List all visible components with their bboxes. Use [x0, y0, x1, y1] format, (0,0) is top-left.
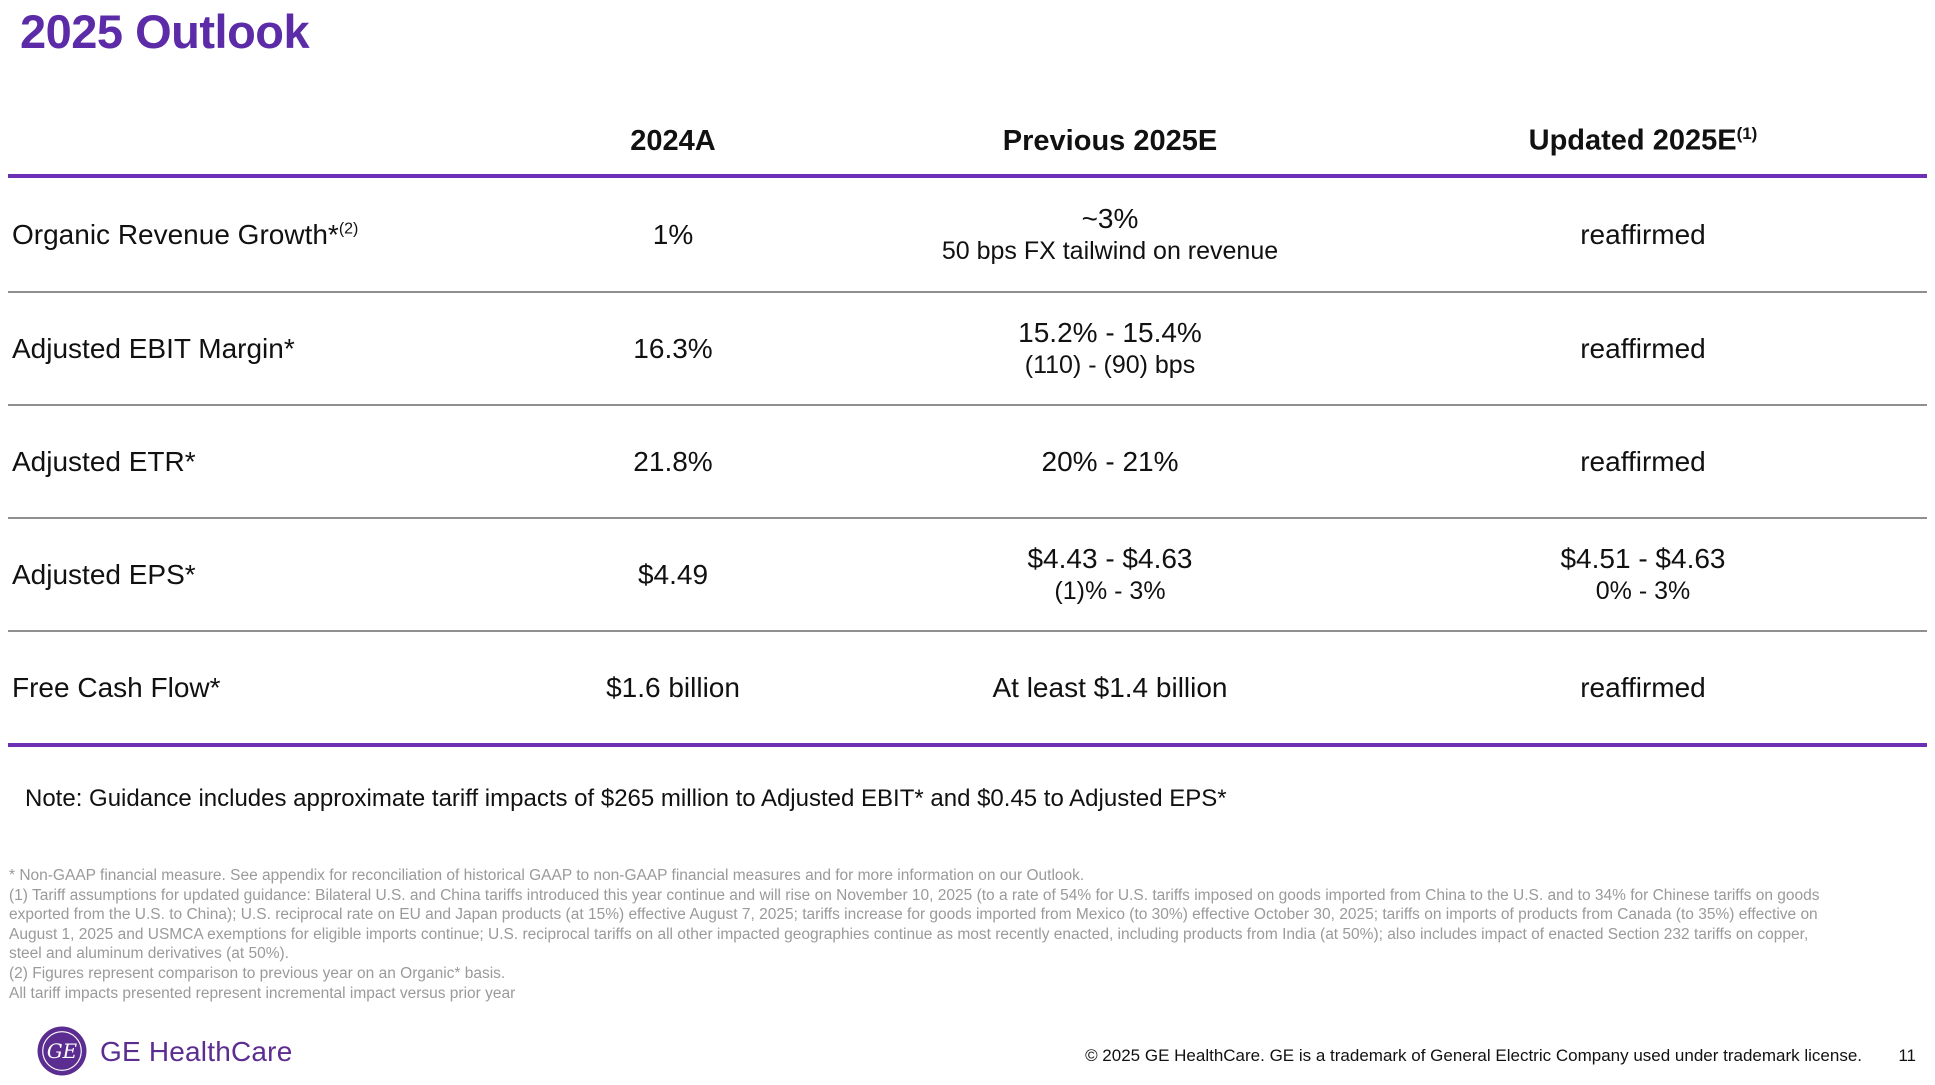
copyright-text: © 2025 GE HealthCare. GE is a trademark … — [1085, 1046, 1862, 1065]
cell-updated-line1: reaffirmed — [1580, 445, 1706, 477]
header-2024a: 2024A — [630, 125, 716, 157]
cell-previous-line2: (1)% - 3% — [1054, 577, 1166, 605]
outlook-table: 2024A Previous 2025E Updated 2025E(1) Or… — [8, 100, 1927, 747]
cell-updated-line2: 0% - 3% — [1595, 577, 1691, 605]
cell-previous-line1: 20% - 21% — [1041, 445, 1179, 477]
table-row-free-cash-flow: Free Cash Flow* $1.6 billion At least $1… — [8, 630, 1927, 743]
header-metric — [8, 158, 485, 174]
header-updated-2025e: Updated 2025E(1) — [1359, 124, 1927, 174]
table-header-row: 2024A Previous 2025E Updated 2025E(1) — [8, 100, 1927, 178]
table-row-organic-revenue-growth: Organic Revenue Growth*(2) 1% ~3% 50 bps… — [8, 178, 1927, 291]
cell-updated: reaffirmed — [1359, 672, 1927, 704]
table-row-adjusted-etr: Adjusted ETR* 21.8% 20% - 21% reaffirmed — [8, 404, 1927, 517]
footnote-line: August 1, 2025 and USMCA exemptions for … — [9, 925, 1809, 943]
footnotes: * Non-GAAP financial measure. See append… — [9, 866, 1931, 1003]
cell-updated: reaffirmed — [1359, 219, 1927, 251]
cell-previous: ~3% 50 bps FX tailwind on revenue — [861, 203, 1359, 266]
header-updated-2025e-text: Updated 2025E — [1528, 125, 1737, 157]
cell-previous-line1: At least $1.4 billion — [992, 671, 1228, 703]
table-row-adjusted-ebit-margin: Adjusted EBIT Margin* 16.3% 15.2% - 15.4… — [8, 291, 1927, 404]
footnote-line: steel and aluminum derivatives (at 50%). — [9, 945, 289, 963]
footnote-line: (1) Tariff assumptions for updated guida… — [9, 886, 1820, 904]
cell-previous-line1: $4.43 - $4.63 — [1027, 543, 1193, 574]
row-label-text: Adjusted EPS* — [12, 558, 196, 590]
brand-wordmark: GE HealthCare — [100, 1036, 293, 1067]
cell-updated: reaffirmed — [1359, 446, 1927, 478]
row-label: Adjusted EPS* — [8, 559, 485, 591]
guidance-note: Note: Guidance includes approximate tari… — [25, 785, 1227, 812]
footnote-line: (2) Figures represent comparison to prev… — [9, 964, 506, 982]
cell-updated-line1: reaffirmed — [1580, 218, 1706, 250]
ge-monogram-text: GE — [47, 1040, 78, 1063]
cell-updated-line1: $4.51 - $4.63 — [1560, 543, 1726, 574]
cell-2024a: 16.3% — [633, 332, 713, 364]
cell-previous-line2: 50 bps FX tailwind on revenue — [941, 237, 1279, 265]
cell-updated-line1: reaffirmed — [1580, 671, 1706, 703]
row-label-text: Organic Revenue Growth* — [12, 218, 339, 250]
table-body: Organic Revenue Growth*(2) 1% ~3% 50 bps… — [8, 178, 1927, 747]
row-label: Organic Revenue Growth*(2) — [8, 219, 485, 251]
cell-2024a: $1.6 billion — [606, 671, 740, 703]
row-label: Free Cash Flow* — [8, 672, 485, 704]
footnote-line: All tariff impacts presented represent i… — [9, 984, 516, 1002]
footnote-line: * Non-GAAP financial measure. See append… — [9, 867, 1085, 884]
row-label-text: Adjusted ETR* — [12, 445, 196, 477]
page-number: 11 — [1898, 1046, 1916, 1065]
row-label-text: Free Cash Flow* — [12, 671, 221, 703]
row-label: Adjusted EBIT Margin* — [8, 333, 485, 365]
page-title: 2025 Outlook — [20, 5, 310, 58]
cell-previous: At least $1.4 billion — [861, 672, 1359, 704]
cell-2024a: 1% — [652, 218, 694, 250]
cell-previous: $4.43 - $4.63 (1)% - 3% — [861, 543, 1359, 606]
cell-previous-line1: 15.2% - 15.4% — [1018, 317, 1202, 348]
footnote-line: exported from the U.S. to China); U.S. r… — [9, 906, 1818, 924]
cell-previous-line2: (110) - (90) bps — [1024, 351, 1196, 379]
cell-2024a: $4.49 — [637, 558, 709, 590]
header-updated-2025e-footnote-ref: (1) — [1736, 124, 1758, 144]
cell-updated: $4.51 - $4.63 0% - 3% — [1359, 543, 1927, 606]
cell-previous-line1: ~3% — [1081, 203, 1139, 234]
cell-updated: reaffirmed — [1359, 333, 1927, 365]
cell-updated-line1: reaffirmed — [1580, 332, 1706, 364]
row-label-text: Adjusted EBIT Margin* — [12, 332, 295, 364]
cell-previous: 15.2% - 15.4% (110) - (90) bps — [861, 317, 1359, 380]
ge-monogram-icon: GE — [37, 1026, 87, 1076]
header-previous-2025e: Previous 2025E — [1002, 125, 1218, 157]
row-label: Adjusted ETR* — [8, 446, 485, 478]
cell-previous: 20% - 21% — [861, 446, 1359, 478]
cell-2024a: 21.8% — [633, 445, 713, 477]
row-label-footnote-ref: (2) — [338, 220, 359, 238]
table-row-adjusted-eps: Adjusted EPS* $4.49 $4.43 - $4.63 (1)% -… — [8, 517, 1927, 630]
